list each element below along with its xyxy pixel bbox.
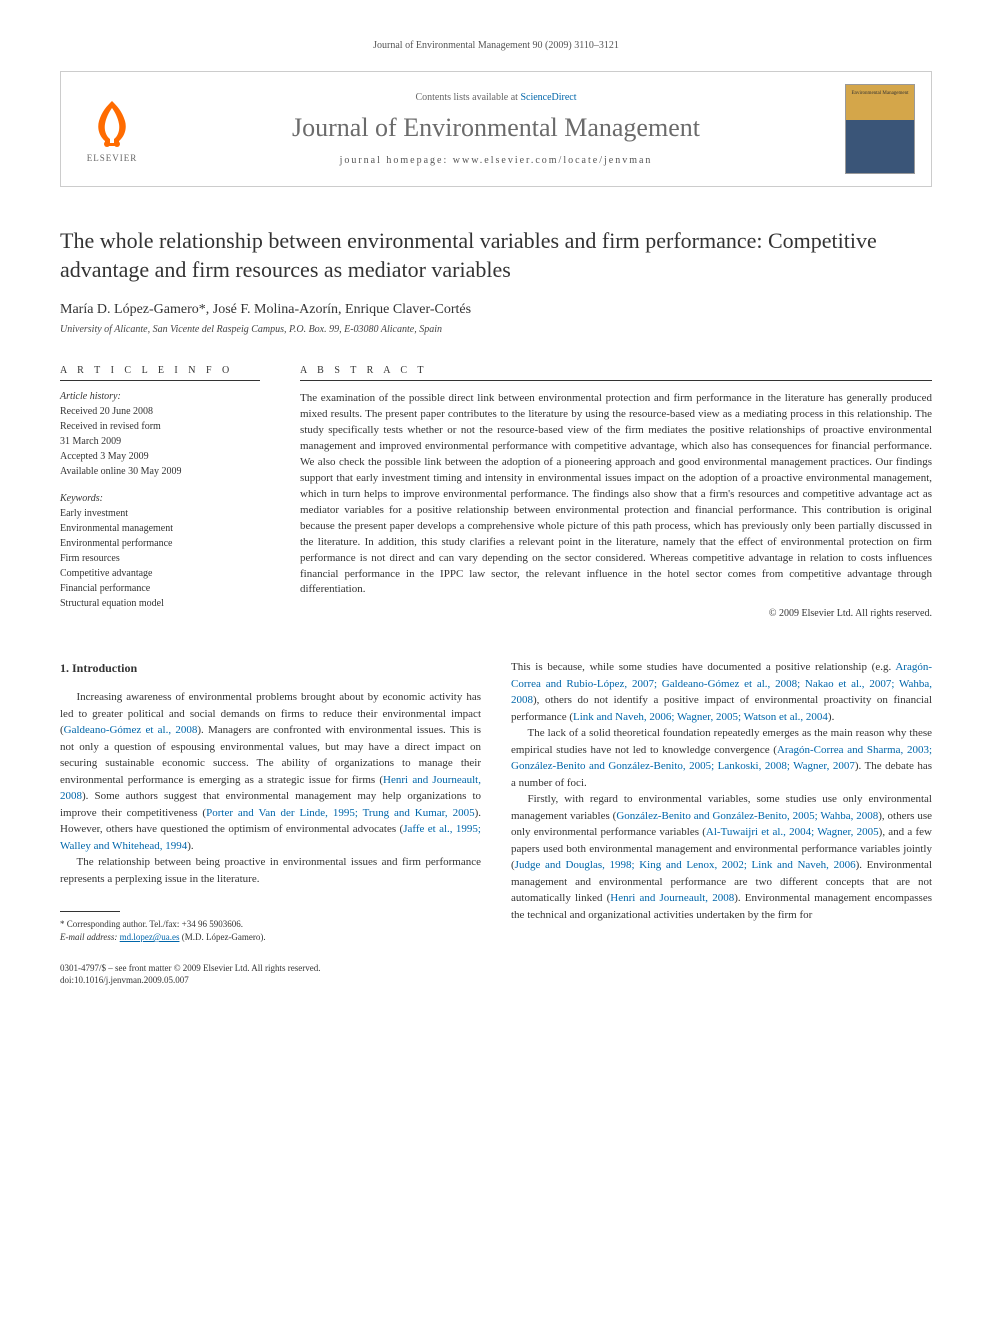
abstract-copyright: © 2009 Elsevier Ltd. All rights reserved…	[300, 608, 932, 619]
text-run: ).	[187, 840, 193, 852]
sciencedirect-link[interactable]: ScienceDirect	[520, 92, 576, 103]
abstract-label: A B S T R A C T	[300, 365, 932, 381]
history-item: Available online 30 May 2009	[60, 464, 260, 479]
keyword: Competitive advantage	[60, 566, 260, 581]
history-item: Received 20 June 2008	[60, 404, 260, 419]
contents-prefix: Contents lists available at	[415, 92, 520, 103]
journal-masthead: ELSEVIER Contents lists available at Sci…	[60, 71, 932, 187]
journal-homepage: journal homepage: www.elsevier.com/locat…	[163, 155, 829, 166]
section-heading: 1. Introduction	[60, 659, 481, 677]
body-column-left: 1. Introduction Increasing awareness of …	[60, 659, 481, 943]
history-label: Article history:	[60, 391, 260, 402]
journal-name: Journal of Environmental Management	[163, 113, 829, 143]
elsevier-logo: ELSEVIER	[77, 89, 147, 169]
body-two-column: 1. Introduction Increasing awareness of …	[60, 659, 932, 943]
cover-title: Environmental Management	[851, 91, 908, 96]
keyword: Early investment	[60, 506, 260, 521]
article-info-label: A R T I C L E I N F O	[60, 365, 260, 381]
citation-link[interactable]: Henri and Journeault, 2008	[610, 892, 734, 904]
footer-copyright: 0301-4797/$ – see front matter © 2009 El…	[60, 962, 932, 975]
affiliation: University of Alicante, San Vicente del …	[60, 324, 932, 335]
journal-cover-thumbnail: Environmental Management	[845, 84, 915, 174]
citation-link[interactable]: González-Benito and González-Benito, 200…	[616, 810, 878, 822]
citation-link[interactable]: Judge and Douglas, 1998; King and Lenox,…	[515, 859, 856, 871]
homepage-url: www.elsevier.com/locate/jenvman	[453, 155, 653, 166]
article-info-block: A R T I C L E I N F O Article history: R…	[60, 365, 260, 619]
history-item: Accepted 3 May 2009	[60, 449, 260, 464]
keyword: Firm resources	[60, 551, 260, 566]
body-paragraph: Firstly, with regard to environmental va…	[511, 791, 932, 923]
abstract-text: The examination of the possible direct l…	[300, 391, 932, 598]
keyword: Environmental management	[60, 521, 260, 536]
abstract-block: A B S T R A C T The examination of the p…	[300, 365, 932, 619]
body-paragraph: This is because, while some studies have…	[511, 659, 932, 725]
keywords-label: Keywords:	[60, 493, 260, 504]
running-head: Journal of Environmental Management 90 (…	[60, 40, 932, 51]
footnote-email-link[interactable]: md.lopez@ua.es	[120, 932, 180, 942]
body-column-right: This is because, while some studies have…	[511, 659, 932, 943]
masthead-center: Contents lists available at ScienceDirec…	[163, 92, 829, 166]
footnote-corr: * Corresponding author. Tel./fax: +34 96…	[60, 918, 481, 931]
homepage-prefix: journal homepage:	[340, 155, 453, 166]
corresponding-author-footnote: * Corresponding author. Tel./fax: +34 96…	[60, 918, 481, 943]
footnote-email-label: E-mail address:	[60, 932, 120, 942]
history-item: 31 March 2009	[60, 434, 260, 449]
keyword: Structural equation model	[60, 596, 260, 611]
article-title: The whole relationship between environme…	[60, 227, 932, 284]
keyword: Financial performance	[60, 581, 260, 596]
elsevier-name: ELSEVIER	[87, 153, 138, 163]
footnote-email-suffix: (M.D. López-Gamero).	[179, 932, 265, 942]
citation-link[interactable]: Link and Naveh, 2006; Wagner, 2005; Wats…	[573, 711, 828, 723]
body-paragraph: The relationship between being proactive…	[60, 854, 481, 887]
citation-link[interactable]: Galdeano-Gómez et al., 2008	[64, 724, 198, 736]
text-run: This is because, while some studies have…	[511, 661, 895, 673]
citation-link[interactable]: Porter and Van der Linde, 1995; Trung an…	[206, 807, 474, 819]
elsevier-tree-icon	[87, 96, 137, 151]
page-footer: 0301-4797/$ – see front matter © 2009 El…	[60, 962, 932, 987]
contents-line: Contents lists available at ScienceDirec…	[163, 92, 829, 103]
footnote-separator	[60, 911, 120, 912]
footer-doi: doi:10.1016/j.jenvman.2009.05.007	[60, 974, 932, 987]
text-run: ).	[828, 711, 834, 723]
history-item: Received in revised form	[60, 419, 260, 434]
keyword: Environmental performance	[60, 536, 260, 551]
citation-link[interactable]: Al-Tuwaijri et al., 2004; Wagner, 2005	[706, 826, 879, 838]
body-paragraph: The lack of a solid theoretical foundati…	[511, 725, 932, 791]
body-paragraph: Increasing awareness of environmental pr…	[60, 689, 481, 854]
authors-list: María D. López-Gamero*, José F. Molina-A…	[60, 302, 932, 318]
